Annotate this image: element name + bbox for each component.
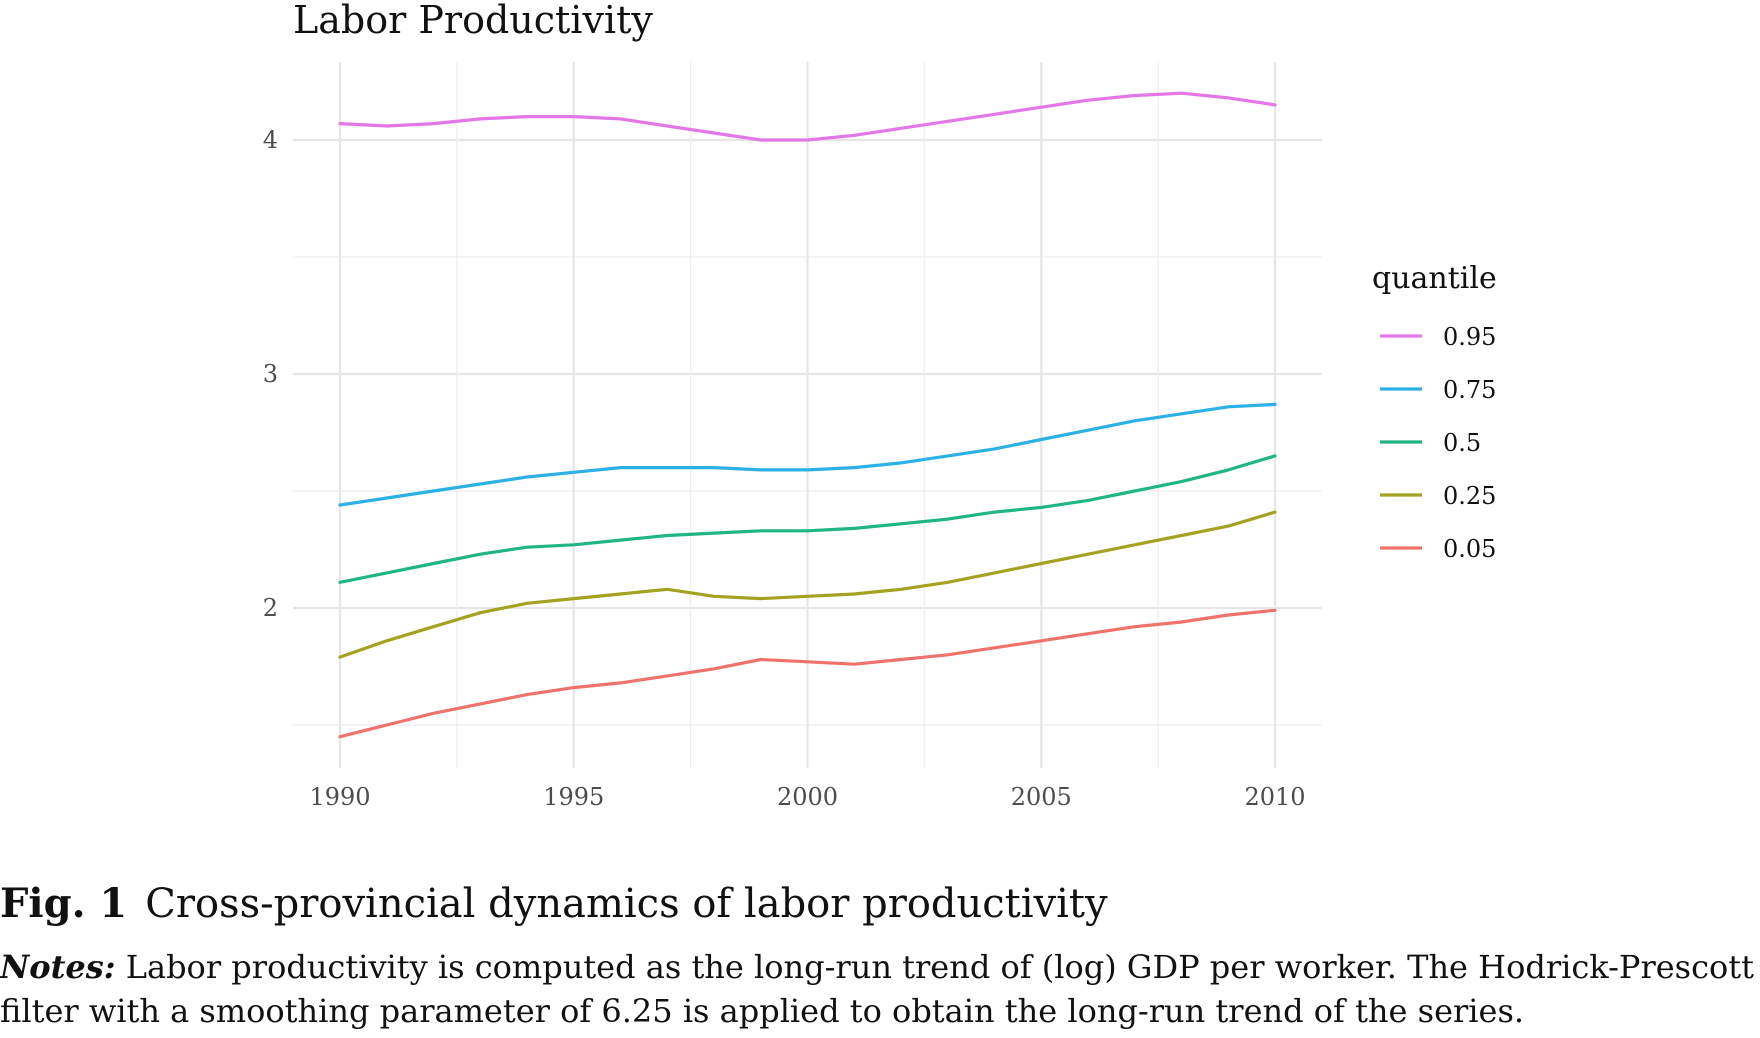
legend-title: quantile (1372, 261, 1497, 296)
series-line-q0_95 (338, 91, 1277, 142)
y-tick-label: 4 (263, 126, 278, 154)
figure-title: Cross-provincial dynamics of labor produ… (145, 881, 1108, 927)
figure-notes: Notes: Labor productivity is computed as… (0, 945, 1755, 1033)
x-tick-label: 1995 (543, 783, 604, 811)
x-tick-label: 2005 (1011, 783, 1072, 811)
series-line-q0_75 (338, 402, 1277, 507)
chart-title: Labor Productivity (293, 0, 653, 42)
legend-label-q0_05: 0.05 (1443, 535, 1496, 563)
legend-label-q0_25: 0.25 (1443, 482, 1496, 510)
y-tick-label: 3 (263, 360, 278, 388)
y-axis-ticks: 2 3 4 (263, 126, 278, 622)
series-lines (338, 91, 1277, 739)
legend-items: 0.95 0.75 0.5 0.25 0.05 (1380, 323, 1496, 563)
figure-caption: Fig. 1 Cross-provincial dynamics of labor… (0, 880, 1760, 927)
series-line-q0_5 (338, 454, 1277, 584)
legend-label-q0_5: 0.5 (1443, 429, 1481, 457)
x-axis-ticks: 1990 1995 2000 2005 2010 (309, 783, 1305, 811)
x-tick-label: 2000 (777, 783, 838, 811)
legend: quantile 0.95 0.75 0.5 0.25 0.05 (1372, 261, 1497, 563)
x-tick-label: 2010 (1244, 783, 1305, 811)
legend-label-q0_95: 0.95 (1443, 323, 1496, 351)
figure-label: Fig. 1 (0, 880, 128, 927)
series-line-q0_25 (338, 510, 1277, 659)
line-chart: Labor Productivity 2 3 4 1990 1995 2000 2005 2… (263, 0, 1497, 811)
x-tick-label: 1990 (309, 783, 370, 811)
notes-text: Labor productivity is computed as the lo… (0, 948, 1754, 1030)
notes-label: Notes: (0, 948, 116, 986)
series-line-q0_05 (338, 608, 1277, 739)
y-tick-label: 2 (263, 594, 278, 622)
legend-label-q0_75: 0.75 (1443, 376, 1496, 404)
